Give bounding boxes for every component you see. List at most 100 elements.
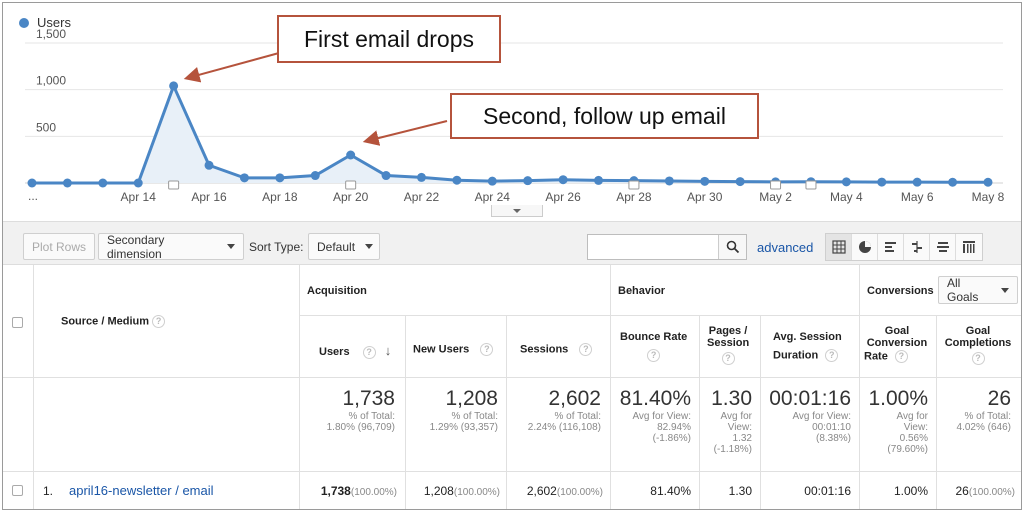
caret-down-icon: [365, 244, 374, 249]
x-tick-label: ...: [28, 189, 38, 203]
y-tick-label: 1,500: [36, 27, 66, 41]
view-performance-button[interactable]: [878, 234, 904, 260]
data-point: [487, 176, 497, 186]
total-sessions-value: 2,602: [548, 387, 601, 410]
total-bounce-rate-sub: (-1.86%): [652, 433, 691, 444]
view-term-cloud-button[interactable]: [930, 234, 956, 260]
total-pages-sub: 1.32: [732, 433, 752, 444]
data-point: [558, 175, 568, 185]
column-header-gcr-label-3: Rate: [864, 350, 888, 363]
comparison-icon: [911, 241, 922, 253]
secondary-dimension-select[interactable]: Secondary dimension: [98, 233, 244, 261]
chart-collapse-toggle[interactable]: [491, 205, 543, 217]
help-icon[interactable]: ?: [825, 349, 839, 362]
help-icon[interactable]: ?: [579, 343, 593, 356]
view-pivot-button[interactable]: [956, 234, 982, 260]
total-goal-completions: 26 % of Total: 4.02% (646): [939, 387, 1011, 433]
help-icon[interactable]: ?: [647, 349, 661, 362]
advanced-filter-link[interactable]: advanced: [757, 240, 814, 255]
chevron-down-icon: [513, 208, 521, 213]
x-tick-label: May 8: [972, 190, 1005, 204]
sort-type-select[interactable]: Default: [308, 233, 380, 260]
goals-select-value: All Goals: [947, 276, 979, 304]
data-point: [27, 178, 37, 188]
x-tick-label: Apr 26: [545, 190, 581, 204]
y-tick-label: 1,000: [36, 74, 66, 88]
column-header-goal-conversion-rate[interactable]: Goal Conversion Rate ?: [864, 325, 930, 363]
view-comparison-button[interactable]: [904, 234, 930, 260]
data-point: [204, 160, 214, 170]
help-icon[interactable]: ?: [480, 343, 494, 356]
column-header-goal-completions[interactable]: Goal Completions ?: [942, 325, 1014, 365]
column-header-users[interactable]: Users ? ↓: [319, 343, 391, 359]
row-new-users: 1,208(100.00%): [407, 484, 500, 498]
caret-down-icon: [1001, 287, 1009, 293]
data-point: [381, 171, 391, 181]
callout-arrow: [362, 120, 448, 146]
help-icon[interactable]: ?: [721, 352, 735, 365]
y-tick-label: 500: [36, 120, 56, 134]
help-icon[interactable]: ?: [362, 345, 376, 359]
goals-select[interactable]: All Goals: [938, 276, 1018, 304]
help-icon[interactable]: ?: [152, 315, 166, 328]
table-search-input[interactable]: [587, 234, 747, 260]
group-conversions: Conversions: [867, 285, 934, 297]
total-users-value: 1,738: [342, 387, 395, 410]
total-users-sub: % of Total:: [348, 411, 395, 422]
data-point: [98, 178, 108, 188]
total-gcr-sub: 0.56%: [899, 433, 928, 444]
table-toolbar: Plot Rows Secondary dimension Sort Type:…: [3, 221, 1021, 265]
total-duration-sub: 00:01:10: [812, 422, 851, 433]
select-all-checkbox[interactable]: [12, 317, 23, 328]
data-point: [239, 173, 249, 183]
callout-second-email: Second, follow up email: [450, 93, 759, 139]
data-point: [700, 176, 710, 186]
callout-first-email: First email drops: [277, 15, 501, 63]
row-goal-completions: 26(100.00%): [939, 484, 1016, 498]
data-point: [416, 172, 426, 182]
row-users: 1,738(100.00%): [303, 484, 397, 498]
data-point: [169, 81, 179, 91]
x-tick-label: Apr 16: [191, 190, 227, 204]
data-point: [983, 177, 993, 187]
group-behavior: Behavior: [618, 285, 666, 297]
chart-legend[interactable]: Users: [19, 15, 71, 30]
column-header-gc-label-1: Goal: [965, 325, 991, 337]
dimension-header-label: Source / Medium: [61, 315, 150, 328]
x-tick-label: May 4: [830, 190, 863, 204]
column-header-new-users-label: New Users: [413, 343, 470, 356]
total-new-users: 1,208 % of Total: 1.29% (93,357): [407, 387, 498, 433]
view-data-table-button[interactable]: [826, 234, 852, 260]
series-dot-icon: [19, 17, 29, 28]
column-header-pages-label-2: Session: [707, 337, 750, 349]
dimension-header[interactable]: Source / Medium ?: [61, 315, 166, 328]
column-header-pages-session[interactable]: Pages / Session ?: [707, 325, 749, 365]
row-sessions-value: 2,602: [526, 484, 557, 498]
column-header-pages-label-1: Pages /: [708, 325, 748, 337]
column-header-new-users[interactable]: New Users ?: [413, 343, 494, 356]
column-header-bounce-rate[interactable]: Bounce Rate ?: [620, 331, 687, 362]
data-point: [877, 177, 887, 187]
column-header-sessions[interactable]: Sessions ?: [520, 343, 593, 356]
sort-descending-icon: ↓: [384, 343, 392, 358]
help-icon[interactable]: ?: [971, 352, 985, 365]
search-button[interactable]: [718, 235, 746, 259]
total-new-users-value: 1,208: [445, 387, 498, 410]
help-icon[interactable]: ?: [894, 350, 908, 363]
pivot-icon: [963, 241, 975, 253]
data-point: [594, 175, 604, 185]
plot-rows-button[interactable]: Plot Rows: [23, 233, 96, 260]
row-source-medium-link[interactable]: april16-newsletter / email: [69, 483, 214, 498]
x-tick-label: May 2: [759, 190, 792, 204]
total-gcr-sub: Avg for: [896, 411, 929, 422]
total-gc-sub: 4.02% (646): [956, 422, 1011, 433]
column-header-sessions-label: Sessions: [520, 343, 569, 356]
x-tick-label: May 6: [901, 190, 934, 204]
column-header-avg-session-duration[interactable]: Avg. Session Duration ?: [773, 331, 842, 362]
row-checkbox[interactable]: [12, 485, 23, 496]
view-pie-button[interactable]: [852, 234, 878, 260]
total-users-sub: 1.80% (96,709): [326, 422, 395, 433]
row-new-users-value: 1,208: [423, 484, 454, 498]
search-icon: [726, 240, 739, 254]
data-point: [523, 176, 533, 186]
